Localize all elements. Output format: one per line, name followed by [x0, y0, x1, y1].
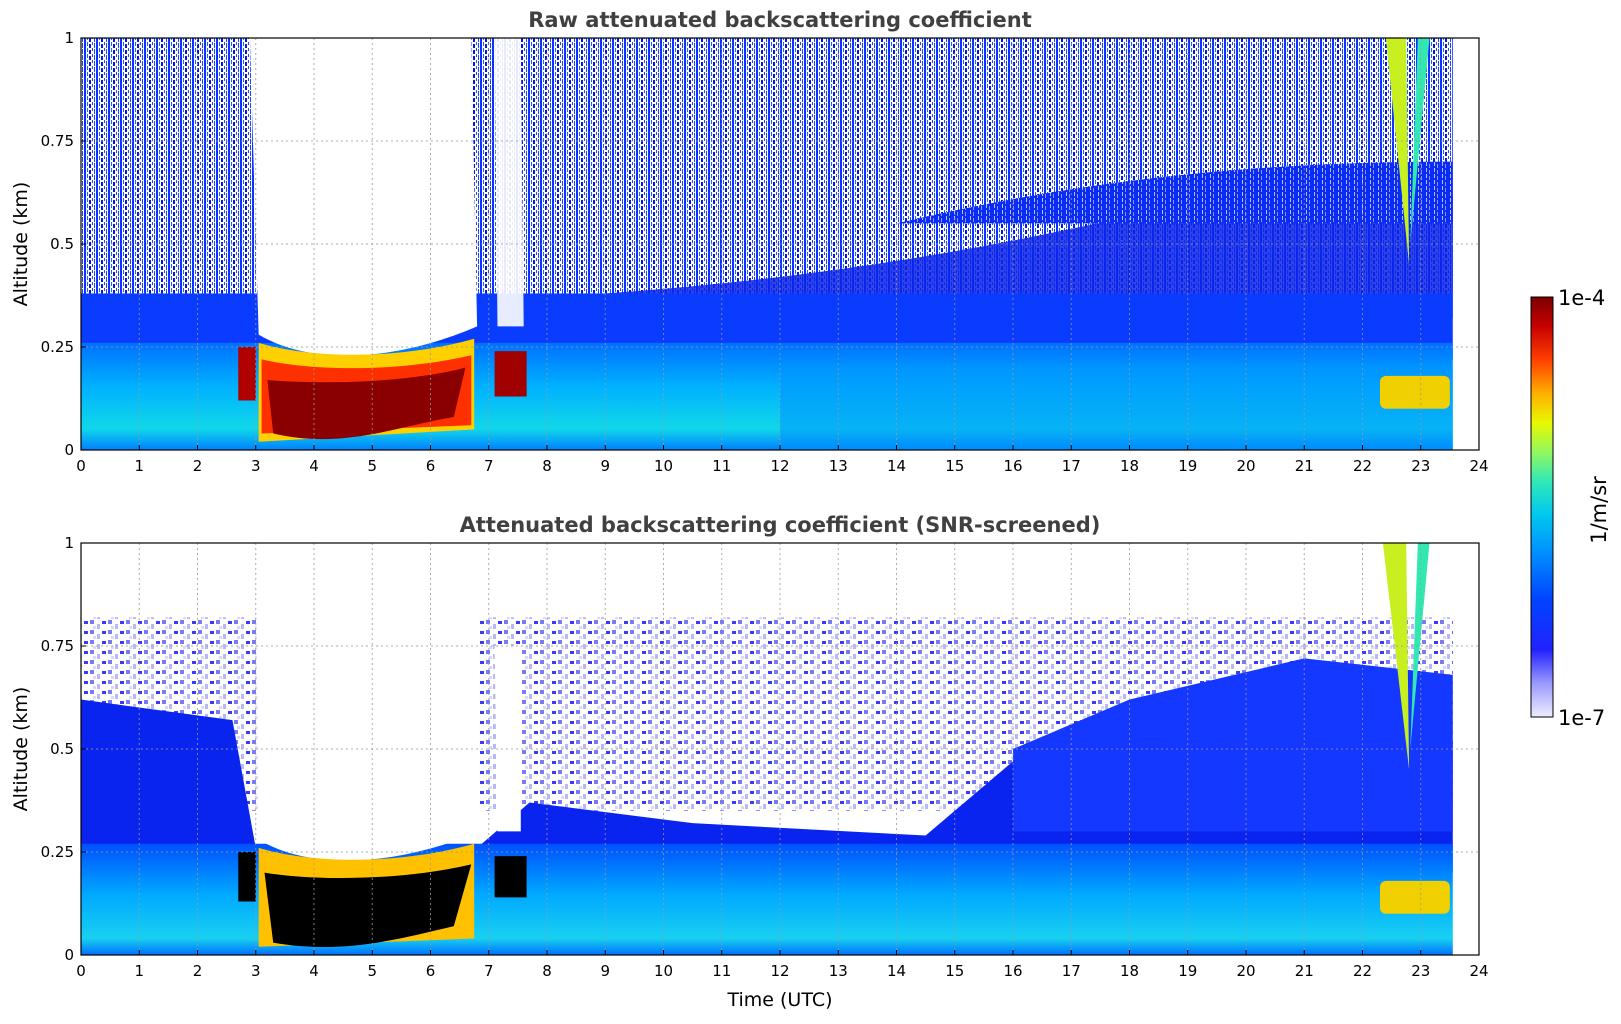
screened-blue-upper: [1013, 658, 1453, 832]
top-x-tick-label: 2: [193, 457, 203, 475]
surface-patch: [1379, 375, 1450, 409]
top-x-tick-label: 3: [251, 457, 261, 475]
bottom-y-tick-label: 1: [64, 534, 74, 552]
bottom-x-tick-label: 14: [887, 962, 906, 980]
colorbar-gradient: [1530, 296, 1554, 718]
top-x-tick-label: 17: [1062, 457, 1081, 475]
bottom-x-tick-label: 5: [367, 962, 377, 980]
top-x-tick-label: 9: [600, 457, 610, 475]
no-signal-gap: [249, 38, 478, 356]
top-x-tick-label: 21: [1295, 457, 1314, 475]
bottom-x-tick-label: 1: [134, 962, 144, 980]
bottom-x-tick-label: 24: [1469, 962, 1488, 980]
top-x-tick-label: 1: [134, 457, 144, 475]
screened-no-signal-gap-2: [494, 646, 521, 832]
bottom-y-tick-label: 0.25: [41, 843, 74, 861]
bottom-x-tick-label: 9: [600, 962, 610, 980]
bottom-x-tick-label: 8: [542, 962, 552, 980]
bottom-chart-title: Attenuated backscattering coefficient (S…: [460, 513, 1101, 537]
top-x-tick-label: 23: [1411, 457, 1430, 475]
bottom-y-tick-label: 0: [64, 946, 74, 964]
top-y-tick-label: 0.5: [50, 235, 74, 253]
bottom-x-tick-label: 6: [426, 962, 436, 980]
top-x-tick-label: 24: [1469, 457, 1488, 475]
top-x-tick-label: 18: [1120, 457, 1139, 475]
top-y-tick-label: 0: [64, 441, 74, 459]
screened-precip-streak-1: [1382, 543, 1410, 770]
bottom-x-tick-label: 4: [309, 962, 319, 980]
bottom-heatmap-field: [81, 543, 1453, 955]
top-x-tick-label: 14: [887, 457, 906, 475]
no-signal-gap-2: [494, 38, 524, 327]
bottom-y-tick-label: 0.75: [41, 637, 74, 655]
bottom-x-tick-label: 13: [829, 962, 848, 980]
top-y-tick-label: 1: [64, 29, 74, 47]
bottom-x-tick-label: 12: [770, 962, 789, 980]
bottom-x-tick-label: 17: [1062, 962, 1081, 980]
top-x-tick-label: 5: [367, 457, 377, 475]
saturated-cloud-late: [494, 856, 527, 898]
top-y-axis-label: Altitude (km): [10, 182, 32, 307]
top-x-tick-label: 19: [1178, 457, 1197, 475]
top-x-tick-label: 20: [1236, 457, 1255, 475]
dense-noise-region: [896, 161, 1453, 224]
top-x-tick-label: 12: [770, 457, 789, 475]
bottom-heatmap-panel: 0 1 2 3 4 5 6 7 8 9 10 11 12 13 14 15 16 17 18 19 20 21 22 23 24…: [41, 534, 1489, 980]
bottom-x-tick-label: 18: [1120, 962, 1139, 980]
x-axis-label: Time (UTC): [726, 989, 832, 1011]
bottom-x-tick-label: 7: [484, 962, 494, 980]
bottom-x-tick-label: 3: [251, 962, 261, 980]
bottom-x-tick-label: 16: [1003, 962, 1022, 980]
top-x-tick-label: 7: [484, 457, 494, 475]
bottom-x-tick-label: 10: [654, 962, 673, 980]
bottom-x-tick-label: 2: [193, 962, 203, 980]
screened-no-signal-gap: [255, 543, 481, 861]
top-heatmap-panel: 0 1 2 3 4 5 6 7 8 9 10 11 12 13 14 15 16 17 18 19 20 21 22 23 24…: [41, 29, 1489, 475]
top-x-tick-label: 16: [1003, 457, 1022, 475]
cloud-core-early: [238, 347, 256, 401]
cloud-core-late: [494, 351, 527, 397]
dense-blue-region: [605, 194, 1453, 319]
bottom-x-tick-label: 21: [1295, 962, 1314, 980]
aerosol-weak-region: [780, 367, 1453, 450]
top-heatmap-field: [81, 38, 1453, 450]
top-x-tick-label: 15: [945, 457, 964, 475]
screened-precip-streak-2: [1410, 543, 1430, 749]
top-x-tick-label: 10: [654, 457, 673, 475]
precip-streak-2: [1410, 38, 1430, 244]
top-x-tick-label: 4: [309, 457, 319, 475]
cloud-core: [267, 367, 466, 440]
top-x-tick-label: 6: [426, 457, 436, 475]
bottom-x-tick-label: 23: [1411, 962, 1430, 980]
bottom-x-tick-label: 22: [1353, 962, 1372, 980]
colorbar-min-label: 1e-7: [1558, 706, 1605, 730]
top-chart-title: Raw attenuated backscattering coefficien…: [528, 8, 1032, 32]
bottom-x-tick-label: 20: [1236, 962, 1255, 980]
top-x-tick-label: 13: [829, 457, 848, 475]
bottom-x-tick-label: 0: [76, 962, 86, 980]
bottom-y-tick-label: 0.5: [50, 740, 74, 758]
bottom-x-tick-label: 19: [1178, 962, 1197, 980]
top-x-tick-label: 11: [712, 457, 731, 475]
top-x-tick-label: 0: [76, 457, 86, 475]
bottom-y-axis-label: Altitude (km): [10, 687, 32, 812]
precip-streak-1: [1385, 38, 1410, 265]
colorbar-unit-label: 1/m/sr: [1587, 476, 1611, 544]
bottom-x-tick-label: 11: [712, 962, 731, 980]
saturated-cloud: [264, 864, 472, 948]
top-x-tick-label: 8: [542, 457, 552, 475]
top-y-tick-label: 0.75: [41, 132, 74, 150]
saturated-cloud-early: [238, 852, 256, 902]
bottom-x-tick-label: 15: [945, 962, 964, 980]
top-y-tick-label: 0.25: [41, 338, 74, 356]
colorbar: 1e-4 1e-7 1/m/sr: [1530, 286, 1611, 730]
top-x-tick-label: 22: [1353, 457, 1372, 475]
colorbar-max-label: 1e-4: [1558, 286, 1605, 310]
screened-surface-patch: [1379, 880, 1450, 914]
